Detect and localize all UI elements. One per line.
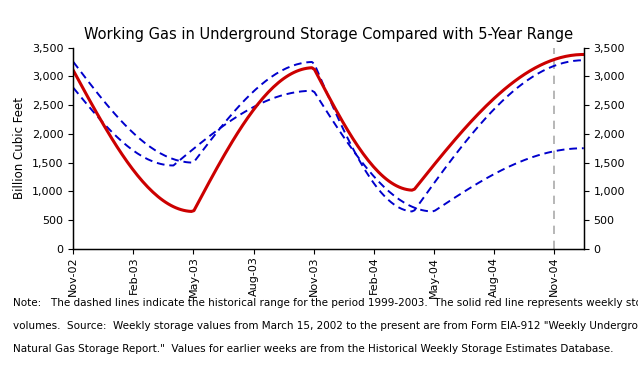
Y-axis label: Billion Cubic Feet: Billion Cubic Feet [13, 97, 26, 199]
Title: Working Gas in Underground Storage Compared with 5-Year Range: Working Gas in Underground Storage Compa… [84, 27, 573, 42]
Text: volumes.  Source:  Weekly storage values from March 15, 2002 to the present are : volumes. Source: Weekly storage values f… [13, 321, 638, 331]
Text: Note:   The dashed lines indicate the historical range for the period 1999-2003.: Note: The dashed lines indicate the hist… [13, 298, 638, 308]
Text: Natural Gas Storage Report."  Values for earlier weeks are from the Historical W: Natural Gas Storage Report." Values for … [13, 344, 613, 354]
